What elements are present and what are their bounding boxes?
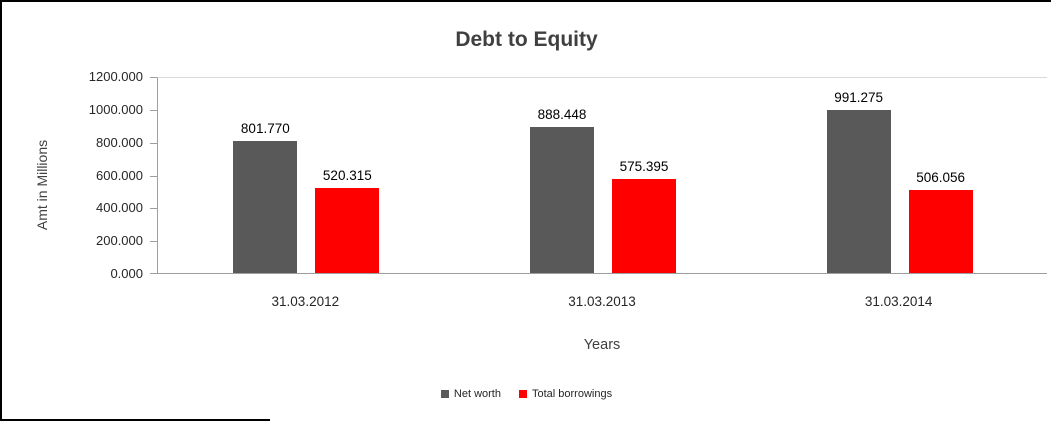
x-category-label: 31.03.2012 [271,294,340,309]
bar-total-borrowings [315,188,380,273]
y-tick-label: 0.000 [110,266,143,281]
y-tick-mark [150,109,157,111]
legend-label: Net worth [453,388,501,400]
bar-total-borrowings [612,179,676,273]
bar-net-worth [530,127,594,273]
bar-data-label: 575.395 [619,159,669,174]
legend-item-net-worth: Net worth [440,388,501,400]
bar-data-label: 991.275 [834,90,884,105]
legend-label: Total borrowings [531,388,613,400]
x-category-label: 31.03.2014 [864,294,933,309]
y-tick-mark [150,175,157,177]
y-tick-label: 1200.000 [88,69,143,84]
x-category-label: 31.03.2013 [568,294,636,309]
bar-data-label: 801.770 [240,121,290,136]
bar-data-label: 506.056 [916,170,966,185]
y-tick-label: 600.000 [96,167,143,183]
chart-legend: Net worth Total borrowings [2,388,1051,400]
plot-area: 801.770 520.315 888.448 575.395 991.275 506.0… [157,77,1047,274]
y-tick-label: 400.000 [96,200,143,216]
y-tick-mark [150,273,157,274]
y-tick-mark [150,241,157,243]
bar-data-label: 888.448 [537,107,587,122]
x-axis-title: Years [583,337,621,353]
x-axis-category-labels: 31.03.2012 31.03.2013 31.03.2014 [157,294,1047,314]
y-tick-label: 200.000 [96,233,143,249]
y-tick-mark [150,208,157,210]
y-axis-tick-marks [150,77,157,274]
legend-swatch-icon [440,390,449,398]
chart-title: Debt to Equity [455,28,598,51]
sheet-border-bottom [2,419,270,421]
bar-data-label: 520.315 [322,168,372,183]
legend-item-total-borrowings: Total borrowings [518,388,613,400]
bar-net-worth [826,110,891,273]
y-tick-mark [150,142,157,144]
y-axis-tick-labels: 0.000 200.000 400.000 600.000 800.000 1000.00… [2,69,150,281]
bar-total-borrowings [908,190,973,273]
y-tick-label: 800.000 [96,134,143,150]
bar-net-worth [233,141,298,273]
y-tick-mark [150,77,157,78]
y-tick-label: 1000.000 [88,101,143,117]
legend-swatch-icon [518,390,527,398]
